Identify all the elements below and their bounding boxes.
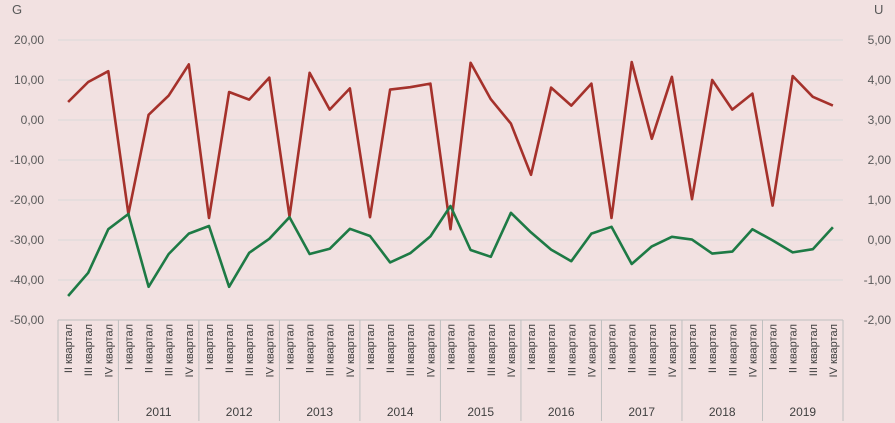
- right-tick-label: 3,00: [868, 113, 892, 127]
- quarter-label: IV квартал: [828, 324, 840, 377]
- series-line-g: [67, 60, 834, 231]
- left-tick-label: 0,00: [21, 113, 45, 127]
- left-tick-label: -10,00: [10, 153, 44, 167]
- quarter-label: III квартал: [325, 324, 337, 376]
- quarter-label: III квартал: [83, 324, 95, 376]
- quarter-label: IV квартал: [747, 324, 759, 377]
- quarter-label: I квартал: [607, 324, 619, 370]
- quarter-label: II квартал: [224, 324, 236, 373]
- quarter-label: II квартал: [707, 324, 719, 373]
- quarter-label: III квартал: [566, 324, 578, 376]
- quarter-label: IV квартал: [586, 324, 598, 377]
- quarter-label: I квартал: [687, 324, 699, 370]
- quarter-label: III квартал: [486, 324, 498, 376]
- quarter-label: I квартал: [123, 324, 135, 370]
- left-tick-label: -20,00: [10, 193, 44, 207]
- left-tick-label: -30,00: [10, 233, 44, 247]
- quarter-label: II квартал: [466, 324, 478, 373]
- gridlines: [58, 39, 843, 321]
- year-label: 2014: [387, 405, 414, 419]
- quarter-label: II квартал: [627, 324, 639, 373]
- quarter-label: IV квартал: [345, 324, 357, 377]
- left-tick-label: 20,00: [14, 33, 44, 47]
- quarter-label: IV квартал: [264, 324, 276, 377]
- year-label: 2012: [226, 405, 253, 419]
- left-tick-label: -50,00: [10, 313, 44, 327]
- quarter-label: I квартал: [768, 324, 780, 370]
- quarter-label: IV квартал: [184, 324, 196, 377]
- series-lines: [67, 60, 834, 297]
- quarter-label: II квартал: [305, 324, 317, 373]
- left-axis-label: G: [12, 2, 22, 17]
- quarter-label: II квартал: [546, 324, 558, 373]
- quarter-label: IV квартал: [667, 324, 679, 377]
- year-label: 2013: [306, 405, 333, 419]
- right-tick-label: 5,00: [868, 33, 892, 47]
- quarter-label: IV квартал: [425, 324, 437, 377]
- right-tick-label: 1,00: [868, 193, 892, 207]
- quarter-label: III квартал: [405, 324, 417, 376]
- year-label: 2016: [548, 405, 575, 419]
- quarter-label: I квартал: [365, 324, 377, 370]
- quarter-label: III квартал: [808, 324, 820, 376]
- right-tick-label: 4,00: [868, 73, 892, 87]
- right-tick-label: -2,00: [864, 313, 892, 327]
- quarter-label: III квартал: [164, 324, 176, 376]
- year-label: 2019: [789, 405, 816, 419]
- right-tick-label: -1,00: [864, 273, 892, 287]
- quarter-label: IV квартал: [506, 324, 518, 377]
- left-tick-label: -40,00: [10, 273, 44, 287]
- quarter-label: I квартал: [526, 324, 538, 370]
- right-axis-label: U: [874, 2, 883, 17]
- series-line-u: [67, 204, 834, 297]
- quarter-label: I квартал: [446, 324, 458, 370]
- x-axis-labels: II квартал III квартал IV квартал I квартал…: [63, 324, 840, 419]
- quarter-label: II квартал: [144, 324, 156, 373]
- year-label: 2017: [628, 405, 655, 419]
- quarter-label: II квартал: [63, 324, 75, 373]
- left-tick-label: 10,00: [14, 73, 44, 87]
- quarter-label: III квартал: [647, 324, 659, 376]
- quarter-label: I квартал: [204, 324, 216, 370]
- year-label: 2011: [146, 405, 172, 419]
- quarter-label: II квартал: [385, 324, 397, 373]
- axes: 20,00 10,00 0,00 -10,00 -20,00 -30,00 -40,00 -5…: [10, 33, 891, 421]
- quarter-label: II квартал: [788, 324, 800, 373]
- quarter-label: III квартал: [244, 324, 256, 376]
- year-label: 2015: [467, 405, 494, 419]
- right-tick-label: 0,00: [868, 233, 892, 247]
- quarter-label: III квартал: [727, 324, 739, 376]
- year-label: 2018: [709, 405, 736, 419]
- quarter-label: I квартал: [284, 324, 296, 370]
- quarter-label: IV квартал: [103, 324, 115, 377]
- right-tick-label: 2,00: [868, 153, 892, 167]
